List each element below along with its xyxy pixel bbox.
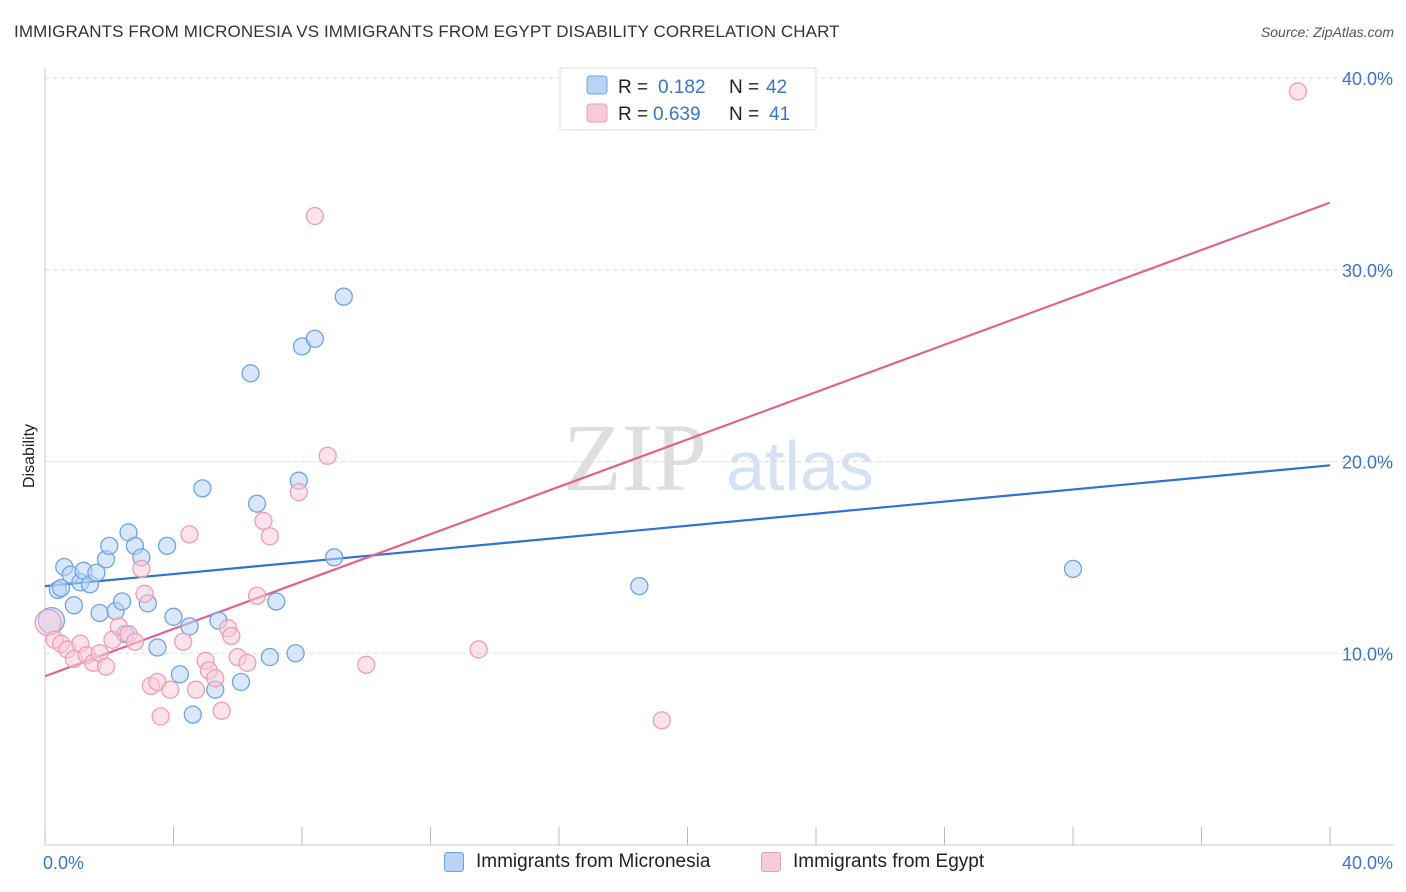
data-point [64,596,84,615]
data-point [96,657,116,676]
data-point [90,603,109,623]
legend-r-value-1: 0.182 [658,77,706,98]
data-point [125,632,145,651]
y-tick-labels: 10.0% 20.0% 30.0% 40.0% [1342,69,1393,664]
data-point [286,644,305,663]
legend: R = 0.182 N = 42 R = 0.639 N = 41 [559,67,817,131]
data-point [241,364,260,383]
data-point [238,653,257,672]
x-tick-label-0: 0.0% [43,853,84,873]
watermark-zip: ZIP [563,404,707,511]
data-point [151,707,170,726]
x-tick-label-1: 40.0% [1342,853,1393,873]
bottom-legend-item-micronesia: Immigrants from Micronesia [444,851,710,873]
data-point [170,665,190,684]
axes [44,68,1394,846]
data-point [357,655,376,674]
data-point [148,638,167,657]
watermark: ZIP atlas [563,404,874,511]
y-axis-label: Disability [21,424,38,488]
data-point [212,701,231,720]
y-tick-label-1: 20.0% [1342,453,1393,473]
data-point [247,586,267,605]
legend-r-label-1: R = [618,77,648,98]
data-point [260,527,280,546]
series-points-0 [37,287,1083,724]
data-point [324,548,344,567]
data-point [318,446,337,465]
data-point [630,576,649,596]
legend-r-label-2: R = [618,104,648,125]
data-point [87,563,106,582]
data-point [183,705,202,724]
trend-lines [44,201,1331,678]
data-point [132,559,151,579]
data-point [469,640,488,659]
data-point [161,680,180,699]
legend-n-label-1: N = [729,77,759,98]
bottom-legend-label-egypt: Immigrants from Egypt [793,851,985,872]
data-point [51,578,71,598]
data-point [260,647,280,667]
data-point [164,607,183,626]
watermark-atlas: atlas [726,427,874,505]
data-point [173,632,193,651]
trend-line-0 [44,464,1331,588]
data-point [193,479,212,498]
data-point [231,672,251,692]
data-point [100,536,119,556]
y-tick-label-2: 30.0% [1342,261,1393,281]
bottom-legend-swatch-egypt [761,852,781,872]
data-point [247,494,267,513]
legend-n-value-2: 41 [769,104,790,125]
data-point [305,206,325,226]
trend-line-1 [44,201,1331,678]
legend-swatch-micronesia [586,75,608,95]
data-point [157,536,177,556]
bottom-legend: Immigrants from Micronesia Immigrants fr… [0,851,1406,879]
data-point [267,592,286,611]
series-points-1 [34,82,1308,730]
chart-title: IMMIGRANTS FROM MICRONESIA VS IMMIGRANTS… [14,22,840,41]
data-point [305,329,325,348]
bottom-legend-label-micronesia: Immigrants from Micronesia [476,851,711,872]
data-point [289,483,308,502]
y-tick-label-3: 40.0% [1342,69,1393,89]
y-tick-label-0: 10.0% [1342,644,1393,664]
data-point [186,680,206,699]
bottom-legend-item-egypt: Immigrants from Egypt [761,851,984,873]
data-point [180,617,199,636]
data-points [34,82,1308,730]
bottom-legend-swatch-micronesia [444,852,464,872]
data-point [135,584,154,603]
data-point [334,287,353,306]
legend-n-label-2: N = [729,104,759,125]
data-point [222,626,241,646]
x-tick-labels: 0.0% 40.0% [43,853,1393,873]
legend-swatch-egypt [586,103,608,123]
legend-n-value-1: 42 [766,77,787,98]
data-point [652,711,671,730]
data-point [1288,82,1308,101]
data-point [112,592,132,611]
legend-r-value-2: 0.639 [653,104,701,125]
data-point [180,525,199,544]
source-credit: Source: ZipAtlas.com [1260,24,1394,40]
data-point [206,669,225,688]
tick-marks [44,827,1331,845]
data-point [254,511,273,531]
data-point [1063,559,1083,579]
